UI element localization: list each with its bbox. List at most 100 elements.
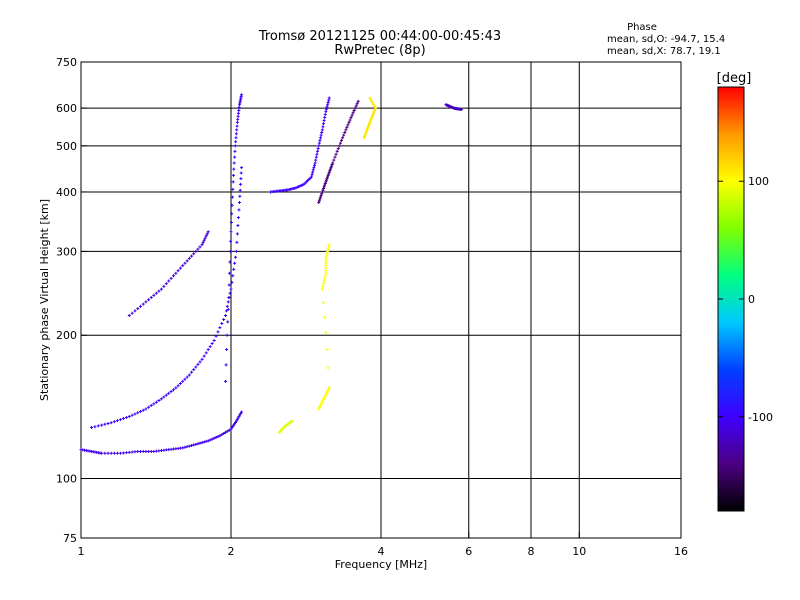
echo-point	[190, 254, 194, 258]
echo-point	[212, 436, 216, 440]
echo-point	[235, 240, 239, 244]
echo-point	[318, 138, 322, 142]
echo-point	[236, 216, 240, 220]
echo-point	[216, 330, 220, 334]
echo-point	[240, 93, 244, 97]
echo-point	[353, 106, 357, 110]
echo-point	[233, 255, 237, 259]
stats-line-o: mean, sd,O: -94.7, 15.4	[607, 34, 725, 45]
echo-point	[332, 158, 336, 162]
echo-point	[147, 298, 151, 302]
echo-point	[136, 449, 140, 453]
echo-point	[237, 414, 241, 418]
echo-point	[326, 366, 330, 370]
echo-point	[335, 149, 339, 153]
data-points-layer	[79, 93, 463, 455]
echo-point	[328, 169, 332, 173]
echo-point	[198, 441, 202, 445]
echo-point	[172, 274, 176, 278]
echo-point	[324, 271, 328, 275]
echo-point	[231, 274, 235, 278]
echo-point	[326, 247, 330, 251]
y-tick-label: 500	[56, 140, 77, 153]
echo-point	[320, 287, 324, 291]
echo-point	[225, 348, 229, 352]
echo-point	[103, 422, 107, 426]
echo-point	[232, 173, 236, 177]
echo-point	[118, 418, 122, 422]
echo-point	[317, 141, 321, 145]
echo-point	[185, 259, 189, 263]
echo-point	[230, 203, 234, 207]
echo-point	[228, 260, 232, 264]
echo-point	[311, 168, 315, 172]
echo-point	[321, 284, 325, 288]
echo-point	[336, 147, 340, 151]
echo-point	[326, 249, 330, 253]
echo-point	[324, 254, 328, 258]
echo-point	[218, 434, 222, 438]
echo-point	[352, 108, 356, 112]
echo-point	[327, 386, 331, 390]
echo-point	[235, 418, 239, 422]
echo-point	[237, 201, 241, 205]
echo-point	[343, 130, 347, 134]
echo-point	[115, 451, 119, 455]
echo-point	[109, 451, 113, 455]
echo-point	[204, 439, 208, 443]
echo-point	[236, 416, 240, 420]
echo-point	[317, 144, 321, 148]
echo-point	[234, 249, 238, 253]
echo-point	[239, 171, 243, 175]
echo-point	[324, 331, 328, 335]
colorbar-tick-label: 100	[748, 175, 769, 188]
echo-point	[136, 307, 140, 311]
echo-point	[235, 124, 239, 128]
echo-point	[327, 170, 331, 174]
echo-point	[230, 195, 234, 199]
echo-point	[224, 379, 228, 383]
echo-point	[322, 119, 326, 123]
echo-point	[214, 334, 218, 338]
echo-point	[234, 132, 238, 136]
chart-title: Tromsø 20121125 00:44:00-00:45:43	[258, 29, 501, 44]
echo-point	[228, 271, 232, 275]
ticks-layer: 1 2 4 6 8 10 16 75 100 200 300 400 500 600 750	[56, 56, 688, 558]
echo-point	[323, 183, 327, 187]
echo-point	[227, 296, 231, 300]
echo-point	[194, 365, 198, 369]
echo-point	[127, 450, 131, 454]
echo-point	[183, 377, 187, 381]
echo-point	[203, 236, 207, 240]
echo-point	[226, 300, 230, 304]
echo-point	[229, 221, 233, 225]
echo-point	[106, 421, 110, 425]
colorbar-label: [deg]	[717, 71, 752, 86]
echo-point	[319, 136, 323, 140]
echo-point	[370, 99, 374, 103]
echo-point	[178, 266, 182, 270]
echo-point	[322, 301, 326, 305]
echo-point	[181, 264, 185, 268]
echo-point	[325, 105, 329, 109]
echo-point	[316, 149, 320, 153]
echo-point	[319, 193, 323, 197]
echo-point	[139, 449, 143, 453]
echo-point	[236, 117, 240, 121]
echo-point	[185, 445, 189, 449]
echo-point	[239, 411, 243, 415]
echo-point	[224, 430, 228, 434]
echo-point	[234, 140, 238, 144]
echo-point	[321, 125, 325, 129]
echo-point	[133, 309, 137, 313]
echo-point	[314, 158, 318, 162]
echo-point	[181, 379, 185, 383]
echo-point	[328, 167, 332, 171]
echo-point	[238, 188, 242, 192]
echo-point	[234, 419, 238, 423]
echo-point	[309, 175, 313, 179]
echo-point	[192, 443, 196, 447]
echo-point	[200, 441, 204, 445]
echo-point	[233, 144, 237, 148]
echo-point	[115, 419, 119, 423]
